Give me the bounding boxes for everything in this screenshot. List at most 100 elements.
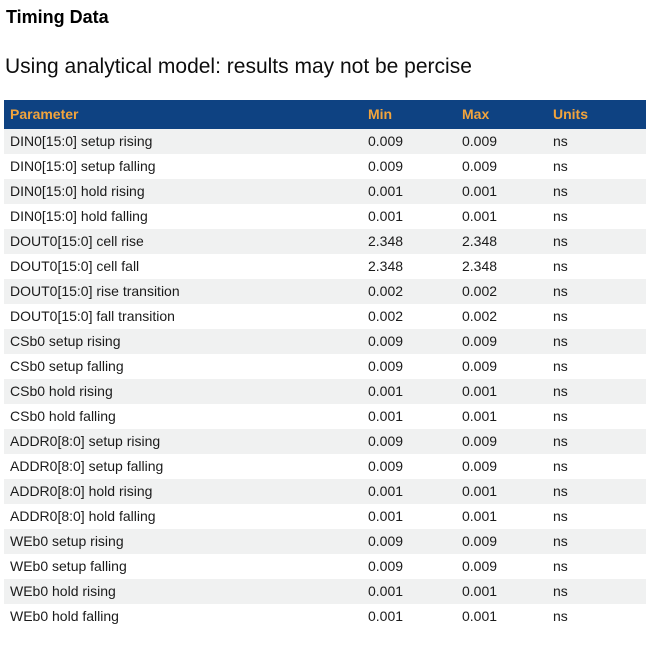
units-cell: ns	[553, 458, 568, 475]
column-header-max: Max	[456, 99, 547, 129]
min-cell: 0.001	[368, 383, 404, 400]
max-cell: 0.001	[462, 508, 498, 525]
parameter-cell: DIN0[15:0] hold falling	[10, 208, 148, 225]
table-row: DOUT0[15:0] cell rise 2.348 2.348 ns	[4, 228, 646, 254]
max-cell: 0.009	[462, 558, 498, 575]
table-row: CSb0 setup falling 0.009 0.009 ns	[4, 353, 646, 379]
units-cell: ns	[553, 608, 568, 625]
table-header-row: Parameter Min Max Units	[4, 99, 646, 129]
parameter-cell: WEb0 hold falling	[10, 608, 119, 625]
parameter-cell: WEb0 setup falling	[10, 558, 127, 575]
units-cell: ns	[553, 158, 568, 175]
max-cell: 0.001	[462, 483, 498, 500]
min-cell: 0.009	[368, 458, 404, 475]
min-cell: 0.009	[368, 158, 404, 175]
units-cell: ns	[553, 333, 568, 350]
table-row: CSb0 setup rising 0.009 0.009 ns	[4, 328, 646, 354]
parameter-cell: CSb0 hold falling	[10, 408, 116, 425]
min-cell: 0.001	[368, 608, 404, 625]
parameter-cell: CSb0 setup falling	[10, 358, 124, 375]
table-row: CSb0 hold falling 0.001 0.001 ns	[4, 403, 646, 429]
max-cell: 0.009	[462, 433, 498, 450]
min-cell: 0.002	[368, 283, 404, 300]
min-cell: 0.001	[368, 483, 404, 500]
table-row: DOUT0[15:0] rise transition 0.002 0.002 ns	[4, 278, 646, 304]
parameter-cell: DIN0[15:0] setup falling	[10, 158, 156, 175]
parameter-cell: ADDR0[8:0] setup rising	[10, 433, 161, 450]
parameter-cell: DOUT0[15:0] rise transition	[10, 283, 180, 300]
max-cell: 2.348	[462, 233, 498, 250]
units-cell: ns	[553, 433, 568, 450]
parameter-cell: CSb0 setup rising	[10, 333, 121, 350]
parameter-cell: ADDR0[8:0] hold rising	[10, 483, 153, 500]
min-cell: 0.009	[368, 533, 404, 550]
units-cell: ns	[553, 133, 568, 150]
parameter-cell: CSb0 hold rising	[10, 383, 113, 400]
max-cell: 0.001	[462, 208, 498, 225]
max-cell: 0.001	[462, 383, 498, 400]
units-cell: ns	[553, 583, 568, 600]
max-cell: 0.001	[462, 408, 498, 425]
units-cell: ns	[553, 183, 568, 200]
table-row: DOUT0[15:0] fall transition 0.002 0.002 ns	[4, 303, 646, 329]
timing-data-table: Parameter Min Max Units DIN0[15:0] setup…	[4, 99, 646, 629]
table-row: ADDR0[8:0] hold rising 0.001 0.001 ns	[4, 478, 646, 504]
units-cell: ns	[553, 258, 568, 275]
table-row: DIN0[15:0] setup rising 0.009 0.009 ns	[4, 128, 646, 154]
min-cell: 0.001	[368, 583, 404, 600]
table-row: WEb0 setup falling 0.009 0.009 ns	[4, 553, 646, 579]
max-cell: 0.001	[462, 608, 498, 625]
min-cell: 0.009	[368, 433, 404, 450]
units-cell: ns	[553, 233, 568, 250]
column-header-parameter: Parameter	[4, 99, 362, 129]
parameter-cell: ADDR0[8:0] setup falling	[10, 458, 164, 475]
parameter-cell: WEb0 setup rising	[10, 533, 124, 550]
table-row: ADDR0[8:0] setup rising 0.009 0.009 ns	[4, 428, 646, 454]
units-cell: ns	[553, 408, 568, 425]
min-cell: 0.009	[368, 333, 404, 350]
units-cell: ns	[553, 283, 568, 300]
min-cell: 0.009	[368, 558, 404, 575]
max-cell: 2.348	[462, 258, 498, 275]
parameter-cell: WEb0 hold rising	[10, 583, 116, 600]
max-cell: 0.002	[462, 283, 498, 300]
units-cell: ns	[553, 558, 568, 575]
table-row: DIN0[15:0] setup falling 0.009 0.009 ns	[4, 153, 646, 179]
table-row: CSb0 hold rising 0.001 0.001 ns	[4, 378, 646, 404]
max-cell: 0.009	[462, 333, 498, 350]
parameter-cell: DOUT0[15:0] cell fall	[10, 258, 140, 275]
max-cell: 0.009	[462, 533, 498, 550]
max-cell: 0.009	[462, 458, 498, 475]
min-cell: 0.001	[368, 508, 404, 525]
table-row: ADDR0[8:0] setup falling 0.009 0.009 ns	[4, 453, 646, 479]
units-cell: ns	[553, 383, 568, 400]
units-cell: ns	[553, 308, 568, 325]
column-header-min: Min	[362, 99, 456, 129]
max-cell: 0.009	[462, 158, 498, 175]
table-row: DOUT0[15:0] cell fall 2.348 2.348 ns	[4, 253, 646, 279]
table-body: DIN0[15:0] setup rising 0.009 0.009 ns DIN0[…	[4, 128, 646, 629]
page-subtitle: Using analytical model: results may not …	[5, 54, 472, 78]
min-cell: 2.348	[368, 233, 404, 250]
parameter-cell: DOUT0[15:0] fall transition	[10, 308, 175, 325]
min-cell: 0.001	[368, 183, 404, 200]
parameter-cell: DIN0[15:0] hold rising	[10, 183, 145, 200]
table-row: WEb0 setup rising 0.009 0.009 ns	[4, 528, 646, 554]
page-title: Timing Data	[6, 7, 109, 27]
min-cell: 2.348	[368, 258, 404, 275]
timing-report-page: Timing Data Using analytical model: resu…	[0, 7, 650, 629]
column-header-units: Units	[547, 99, 646, 129]
table-row: ADDR0[8:0] hold falling 0.001 0.001 ns	[4, 503, 646, 529]
units-cell: ns	[553, 358, 568, 375]
parameter-cell: ADDR0[8:0] hold falling	[10, 508, 156, 525]
max-cell: 0.009	[462, 358, 498, 375]
min-cell: 0.001	[368, 208, 404, 225]
table-row: WEb0 hold rising 0.001 0.001 ns	[4, 578, 646, 604]
table-row: DIN0[15:0] hold rising 0.001 0.001 ns	[4, 178, 646, 204]
min-cell: 0.002	[368, 308, 404, 325]
units-cell: ns	[553, 483, 568, 500]
min-cell: 0.009	[368, 133, 404, 150]
min-cell: 0.009	[368, 358, 404, 375]
max-cell: 0.001	[462, 183, 498, 200]
max-cell: 0.001	[462, 583, 498, 600]
